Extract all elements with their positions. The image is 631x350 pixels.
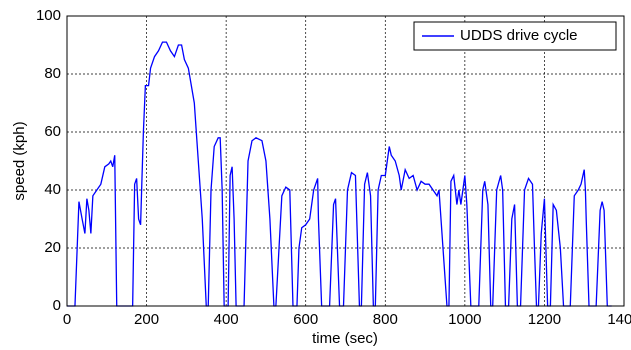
y-axis-label: speed (kph) — [11, 121, 28, 200]
data-line — [67, 41, 612, 307]
y-tick-label: 100 — [36, 7, 61, 24]
x-tick-label: 1000 — [448, 311, 481, 328]
y-tick-label: 40 — [44, 181, 61, 198]
x-tick-label: 200 — [134, 311, 159, 328]
y-tick-label: 60 — [44, 123, 61, 140]
x-tick-label: 1400 — [607, 311, 631, 328]
x-tick-label: 600 — [293, 311, 318, 328]
legend-label: UDDS drive cycle — [460, 27, 578, 44]
x-tick-label: 1200 — [528, 311, 561, 328]
x-tick-label: 0 — [63, 311, 71, 328]
x-tick-label: 800 — [373, 311, 398, 328]
y-tick-label: 80 — [44, 65, 61, 82]
y-tick-label: 0 — [53, 297, 61, 314]
x-tick-label: 400 — [214, 311, 239, 328]
plot-frame — [66, 15, 625, 307]
x-axis-label: time (sec) — [312, 330, 378, 347]
y-tick-label: 20 — [44, 239, 61, 256]
